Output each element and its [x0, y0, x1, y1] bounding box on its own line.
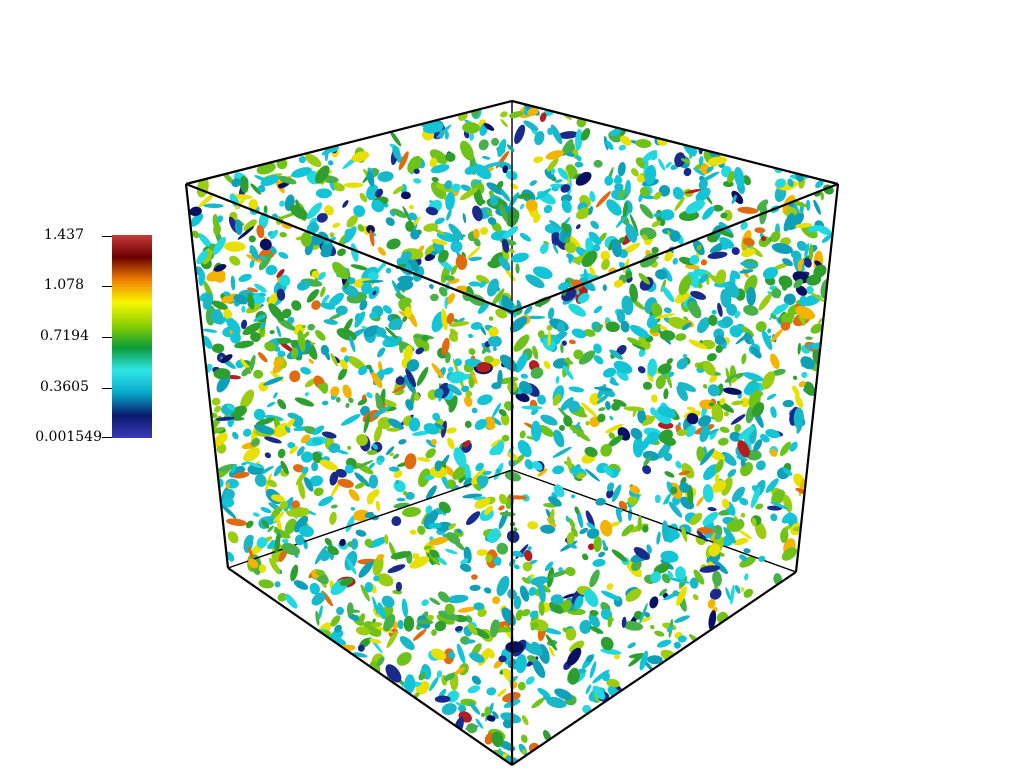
colorbar-tick-label-3: 0.7194: [40, 328, 89, 344]
colorbar: [112, 235, 152, 438]
colorbar-tick-mark-1: [102, 286, 112, 287]
cube-front-edges: [184, 99, 840, 766]
colorbar-tick-label-4: 0.3605: [40, 379, 89, 395]
colorbar-tick-label-2: 1.078: [43, 277, 84, 293]
cube-edge-AB: [185, 99, 513, 186]
colorbar-tick-label-max: 1.437: [43, 227, 84, 243]
isosurface-blobs-front: [193, 107, 834, 765]
colorbar-tick-mark-0: [102, 236, 112, 237]
cube-edge-DA: [185, 182, 513, 314]
cube-edge-EH: [227, 567, 513, 766]
cube-edge-CD: [511, 182, 839, 314]
cube-edge-GH: [511, 571, 797, 766]
colorbar-gradient: [112, 235, 152, 438]
colorbar-tick-label-min: 0.001549: [35, 429, 102, 445]
colorbar-tick-mark-4: [102, 437, 112, 438]
cube-edge-BC: [511, 99, 839, 186]
cube-edge-AE: [184, 183, 230, 569]
colorbar-tick-mark-3: [102, 388, 112, 389]
colorbar-tick-mark-2: [102, 337, 112, 338]
cube-edge-CG: [794, 183, 840, 573]
